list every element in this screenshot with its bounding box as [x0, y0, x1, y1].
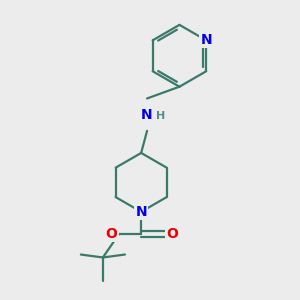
Text: N: N — [135, 205, 147, 219]
Text: N: N — [141, 108, 153, 122]
Text: O: O — [106, 227, 118, 241]
Text: H: H — [156, 111, 165, 121]
Text: O: O — [166, 227, 178, 241]
Text: N: N — [200, 33, 212, 47]
